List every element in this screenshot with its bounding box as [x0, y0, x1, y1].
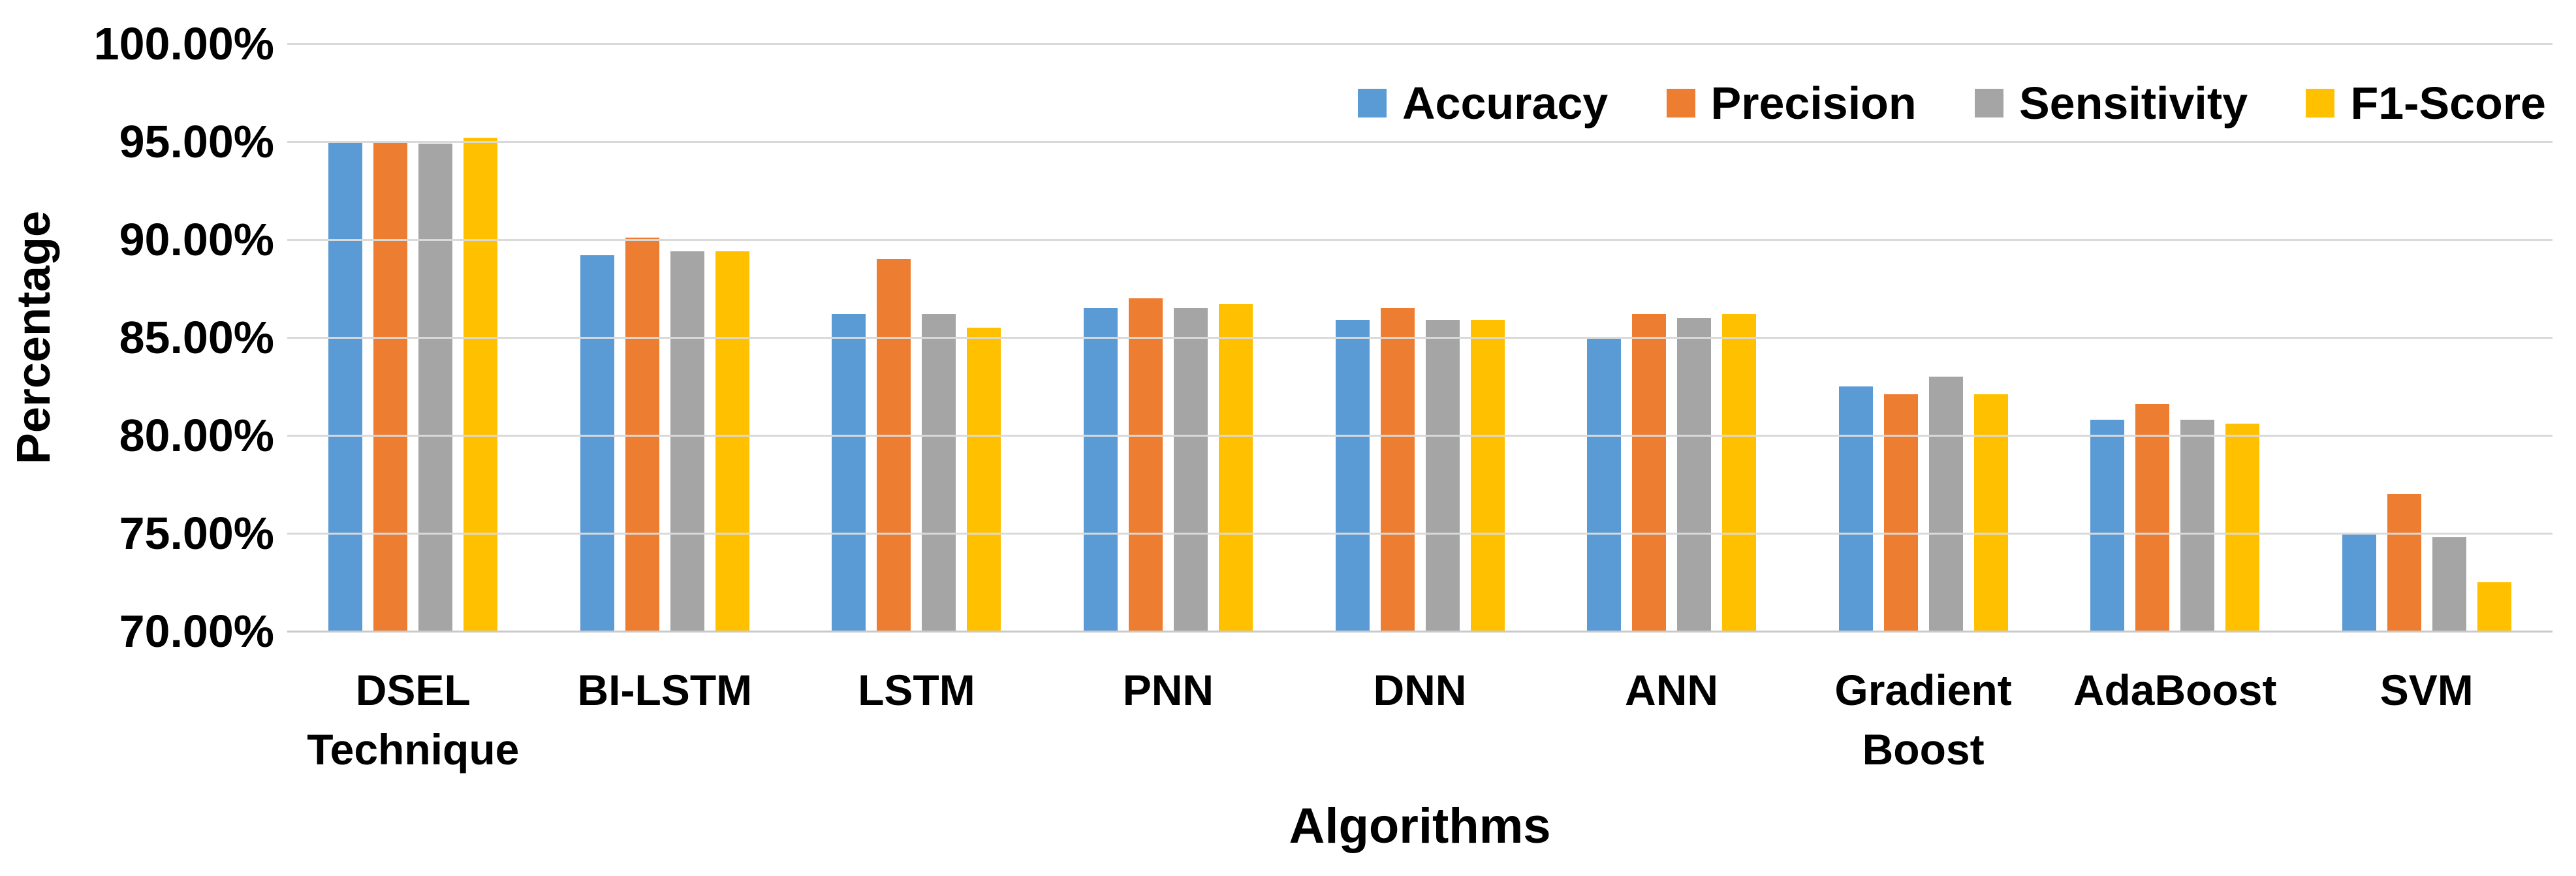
bar-sensitivity [1928, 377, 1963, 631]
bar-precision [877, 259, 911, 631]
bar-f1-score [1218, 304, 1253, 631]
x-category-label: BI-LSTM [577, 666, 753, 714]
bar-precision [1883, 394, 1918, 631]
legend-label: F1-Score [2350, 78, 2546, 129]
bar-precision [2387, 494, 2421, 631]
gridline [287, 141, 2552, 143]
bar-precision [373, 142, 408, 631]
y-tick-label: 100.00% [93, 18, 274, 69]
bar-precision [625, 238, 659, 631]
gridline [287, 533, 2552, 535]
bar-f1-score [1470, 320, 1505, 631]
legend-item: Precision [1666, 77, 1917, 129]
legend-swatch-icon [1974, 89, 2003, 117]
bar-accuracy [1083, 308, 1118, 631]
legend-item: Sensitivity [1974, 77, 2248, 129]
x-category-label: PNN [1122, 666, 1214, 714]
x-category-label: Gradient Boost [1834, 666, 2012, 774]
bar-sensitivity [922, 314, 956, 631]
legend-swatch-icon [1666, 89, 1695, 117]
x-category-label: AdaBoost [2073, 666, 2277, 714]
gridline [287, 337, 2552, 339]
bar-precision [2135, 404, 2170, 631]
bar-group [1797, 44, 2049, 631]
bar-sensitivity [418, 144, 453, 631]
bar-sensitivity [1425, 320, 1460, 631]
bar-sensitivity [2432, 537, 2466, 631]
bar-precision [1128, 298, 1163, 631]
bar-accuracy [580, 255, 614, 631]
x-category-label: ANN [1625, 666, 1719, 714]
y-tick-label: 90.00% [119, 214, 274, 265]
y-tick-label: 75.00% [119, 508, 274, 559]
bar-f1-score [715, 251, 749, 631]
x-category-label: DNN [1373, 666, 1467, 714]
legend-label: Accuracy [1402, 78, 1609, 129]
bar-group [287, 44, 539, 631]
bar-sensitivity [1173, 308, 1208, 631]
bar-sensitivity [2180, 420, 2215, 631]
gridline [287, 43, 2552, 45]
bar-groups [287, 44, 2552, 631]
bar-group [791, 44, 1043, 631]
bar-accuracy [2342, 533, 2376, 631]
bar-group [1043, 44, 1295, 631]
bar-accuracy [1587, 337, 1622, 631]
bar-accuracy [328, 142, 363, 631]
bar-f1-score [1722, 314, 1757, 631]
x-category-label: SVM [2380, 666, 2474, 714]
bar-sensitivity [670, 251, 704, 631]
legend-item: F1-Score [2306, 77, 2546, 129]
x-axis-title: Algorithms [1289, 798, 1551, 854]
bar-group [2049, 44, 2301, 631]
legend-swatch-icon [1358, 89, 1387, 117]
legend-item: Accuracy [1358, 77, 1608, 129]
bar-accuracy [2090, 420, 2125, 631]
legend-label: Precision [1710, 78, 1917, 129]
bar-accuracy [1838, 386, 1873, 631]
bar-precision [1632, 314, 1667, 631]
y-tick-label: 95.00% [119, 116, 274, 167]
bar-group [1294, 44, 1546, 631]
bar-accuracy [832, 314, 866, 631]
bar-f1-score [2225, 424, 2260, 631]
bar-precision [1380, 308, 1415, 631]
bar-f1-score [463, 138, 498, 631]
gridline [287, 239, 2552, 241]
bar-accuracy [1335, 320, 1370, 631]
bar-f1-score [967, 328, 1001, 631]
chart-legend: Accuracy Precision Sensitivity F1-Score [1358, 77, 2546, 129]
y-tick-label: 85.00% [119, 312, 274, 363]
legend-label: Sensitivity [2018, 78, 2248, 129]
bar-group [1546, 44, 1798, 631]
x-category-label: LSTM [858, 666, 975, 714]
legend-swatch-icon [2306, 89, 2335, 117]
x-axis-line [287, 631, 2552, 633]
bar-group [539, 44, 791, 631]
bar-group [2301, 44, 2553, 631]
x-category-label: DSEL Technique [307, 666, 520, 774]
bar-f1-score [1973, 394, 2008, 631]
plot-area [287, 43, 2552, 633]
bar-sensitivity [1677, 318, 1712, 631]
bar-f1-score [2477, 582, 2511, 631]
gridline [287, 435, 2552, 437]
y-tick-label: 80.00% [119, 410, 274, 461]
y-tick-label: 70.00% [119, 606, 274, 657]
